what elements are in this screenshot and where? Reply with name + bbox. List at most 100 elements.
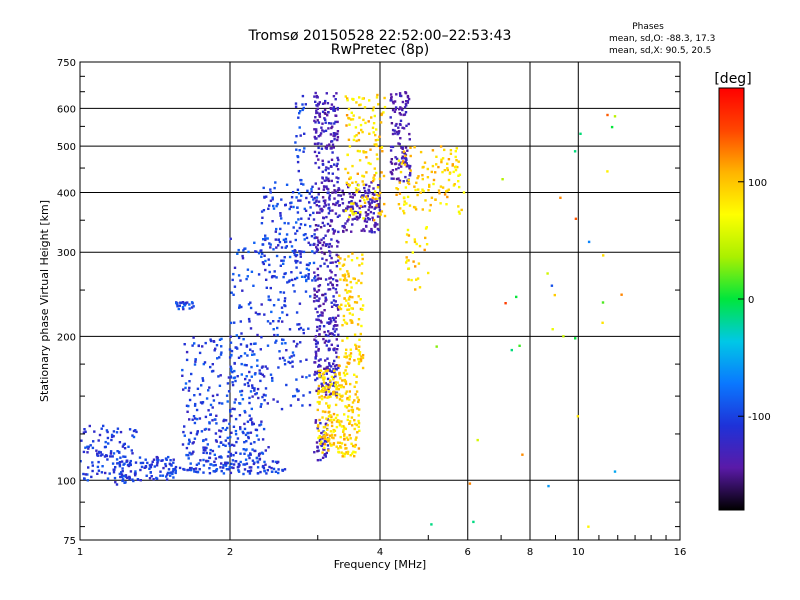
scatter-point — [278, 232, 281, 236]
scatter-point — [343, 455, 346, 458]
scatter-point — [97, 460, 100, 464]
scatter-point — [282, 275, 285, 279]
scatter-point — [242, 472, 245, 476]
scatter-point — [327, 322, 331, 325]
scatter-point — [258, 452, 262, 455]
scatter-point — [351, 192, 355, 196]
scatter-point — [324, 278, 328, 281]
scatter-point — [349, 195, 352, 198]
scatter-point — [325, 166, 328, 169]
scatter-point — [399, 113, 402, 116]
scatter-point — [331, 332, 334, 336]
scatter-point — [350, 307, 353, 310]
scatter-point — [333, 330, 337, 333]
scatter-point — [406, 100, 410, 103]
scatter-point — [302, 331, 305, 335]
scatter-point — [80, 439, 83, 442]
scatter-point — [313, 289, 316, 292]
scatter-point — [265, 278, 268, 281]
scatter-point — [132, 429, 136, 433]
scatter-point — [367, 191, 370, 195]
scatter-point — [314, 350, 317, 353]
scatter-point — [330, 343, 333, 346]
scatter-point — [357, 425, 360, 428]
scatter-point — [310, 195, 313, 198]
scatter-point — [139, 468, 142, 472]
scatter-point — [336, 120, 339, 124]
scatter-point — [358, 103, 361, 107]
scatter-point — [269, 191, 272, 194]
scatter-point — [258, 424, 261, 427]
scatter-point — [321, 443, 325, 446]
scatter-point — [397, 203, 401, 206]
scatter-point — [417, 188, 420, 191]
scatter-point — [347, 107, 351, 111]
scatter-point — [339, 194, 342, 197]
scatter-point — [312, 261, 316, 265]
scatter-point — [323, 440, 327, 443]
scatter-point — [176, 305, 179, 308]
scatter-point — [316, 427, 319, 430]
scatter-point — [314, 421, 317, 424]
scatter-point — [376, 184, 380, 187]
scatter-point — [358, 199, 362, 203]
scatter-point — [330, 238, 333, 241]
scatter-point — [409, 146, 412, 149]
scatter-point — [391, 145, 395, 149]
scatter-point — [360, 281, 363, 285]
scatter-point — [322, 426, 326, 429]
scatter-point — [224, 419, 228, 422]
scatter-point — [326, 396, 329, 399]
scatter-point — [329, 392, 332, 395]
scatter-point — [263, 399, 266, 402]
scatter-point — [613, 470, 617, 473]
scatter-point — [315, 354, 318, 357]
scatter-point — [521, 453, 524, 456]
scatter-point — [333, 348, 336, 352]
scatter-point — [325, 187, 329, 190]
scatter-point — [295, 378, 298, 381]
scatter-point — [297, 398, 300, 401]
scatter-point — [405, 165, 408, 168]
scatter-point — [313, 150, 317, 154]
scatter-point — [398, 142, 401, 146]
scatter-point — [200, 384, 203, 387]
scatter-point — [283, 256, 286, 259]
scatter-point — [317, 285, 320, 288]
scatter-point — [235, 334, 238, 337]
scatter-point — [321, 122, 324, 125]
scatter-point — [332, 428, 335, 432]
scatter-point — [209, 413, 212, 416]
scatter-point — [372, 187, 375, 190]
scatter-point — [230, 291, 233, 294]
scatter-point — [362, 150, 365, 153]
scatter-point — [128, 477, 131, 481]
scatter-point — [285, 183, 289, 186]
scatter-point — [313, 338, 316, 341]
scatter-point — [283, 272, 286, 276]
scatter-point — [237, 470, 241, 473]
scatter-point — [229, 365, 232, 368]
scatter-point — [406, 228, 410, 232]
scatter-point — [326, 383, 330, 386]
scatter-point — [423, 161, 427, 164]
scatter-point — [239, 452, 242, 455]
scatter-point — [259, 372, 263, 375]
scatter-point — [332, 318, 336, 321]
scatter-point — [350, 405, 354, 409]
scatter-point — [336, 156, 339, 160]
scatter-point — [323, 185, 326, 189]
scatter-point — [323, 202, 327, 205]
scatter-point — [298, 112, 301, 115]
scatter-point — [321, 159, 324, 162]
scatter-point — [224, 428, 227, 431]
scatter-point — [182, 307, 185, 311]
scatter-point — [358, 213, 362, 216]
scatter-point — [333, 369, 336, 372]
scatter-point — [231, 383, 235, 387]
scatter-point — [145, 474, 148, 477]
scatter-point — [264, 387, 268, 390]
scatter-point — [326, 367, 329, 371]
scatter-point — [350, 409, 353, 412]
scatter-point — [202, 471, 205, 474]
